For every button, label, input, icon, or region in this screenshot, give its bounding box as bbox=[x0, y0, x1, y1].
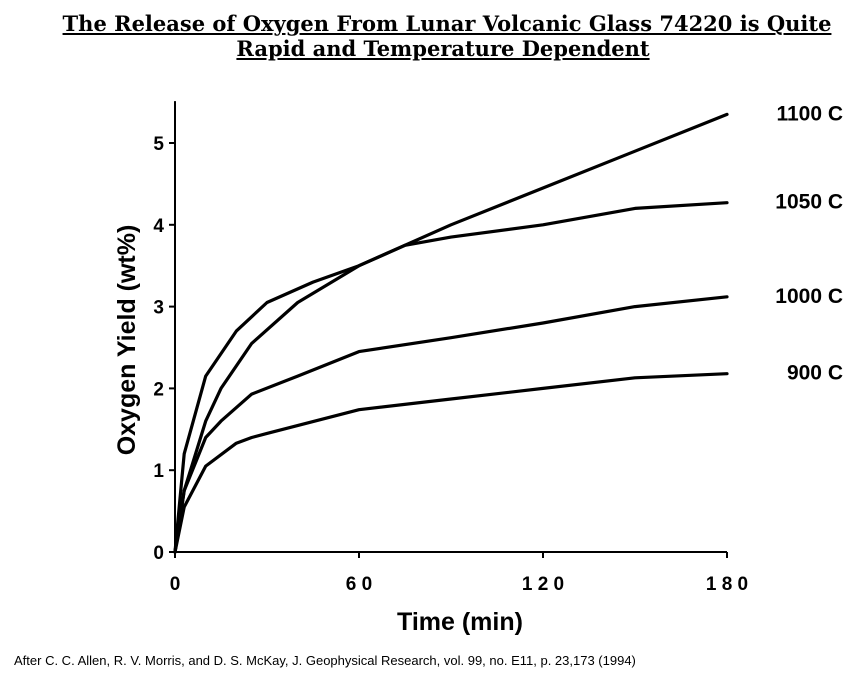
series-line bbox=[173, 295, 729, 554]
chart-title-line-2: Rapid and Temperature Dependent bbox=[236, 36, 650, 61]
y-tick-label: 5 bbox=[153, 134, 164, 155]
series-label: 1050 C bbox=[775, 191, 843, 214]
series-label: 1100 C bbox=[776, 102, 843, 125]
chart-ticks: 0 1 2 3 4 5 0 6 0 1 2 0 1 8 0 bbox=[153, 134, 748, 595]
y-tick-label: 4 bbox=[153, 216, 164, 237]
y-tick-label: 0 bbox=[153, 543, 164, 564]
chart-axes bbox=[174, 101, 727, 553]
x-tick-label: 1 8 0 bbox=[706, 574, 748, 595]
chart-title-line-1: The Release of Oxygen From Lunar Volcani… bbox=[62, 11, 832, 36]
chart-series bbox=[173, 112, 729, 554]
series-label: 900 C bbox=[787, 362, 843, 385]
x-axis-label: Time (min) bbox=[397, 608, 523, 636]
y-axis-label: Oxygen Yield (wt%) bbox=[113, 225, 141, 456]
chart-labels: Time (min) Oxygen Yield (wt%) 1100 C 1050 C… bbox=[113, 102, 843, 636]
series-line bbox=[173, 201, 729, 554]
citation: After C. C. Allen, R. V. Morris, and D. … bbox=[14, 653, 636, 668]
x-tick-label: 0 bbox=[170, 574, 181, 595]
y-tick-label: 1 bbox=[153, 461, 164, 482]
series-label: 1000 C bbox=[775, 285, 843, 308]
x-tick-label: 1 2 0 bbox=[522, 574, 564, 595]
y-tick-label: 2 bbox=[153, 379, 164, 400]
x-tick-label: 6 0 bbox=[346, 574, 372, 595]
series-line bbox=[173, 372, 729, 554]
series-line bbox=[173, 112, 729, 554]
y-tick-label: 3 bbox=[153, 298, 164, 319]
